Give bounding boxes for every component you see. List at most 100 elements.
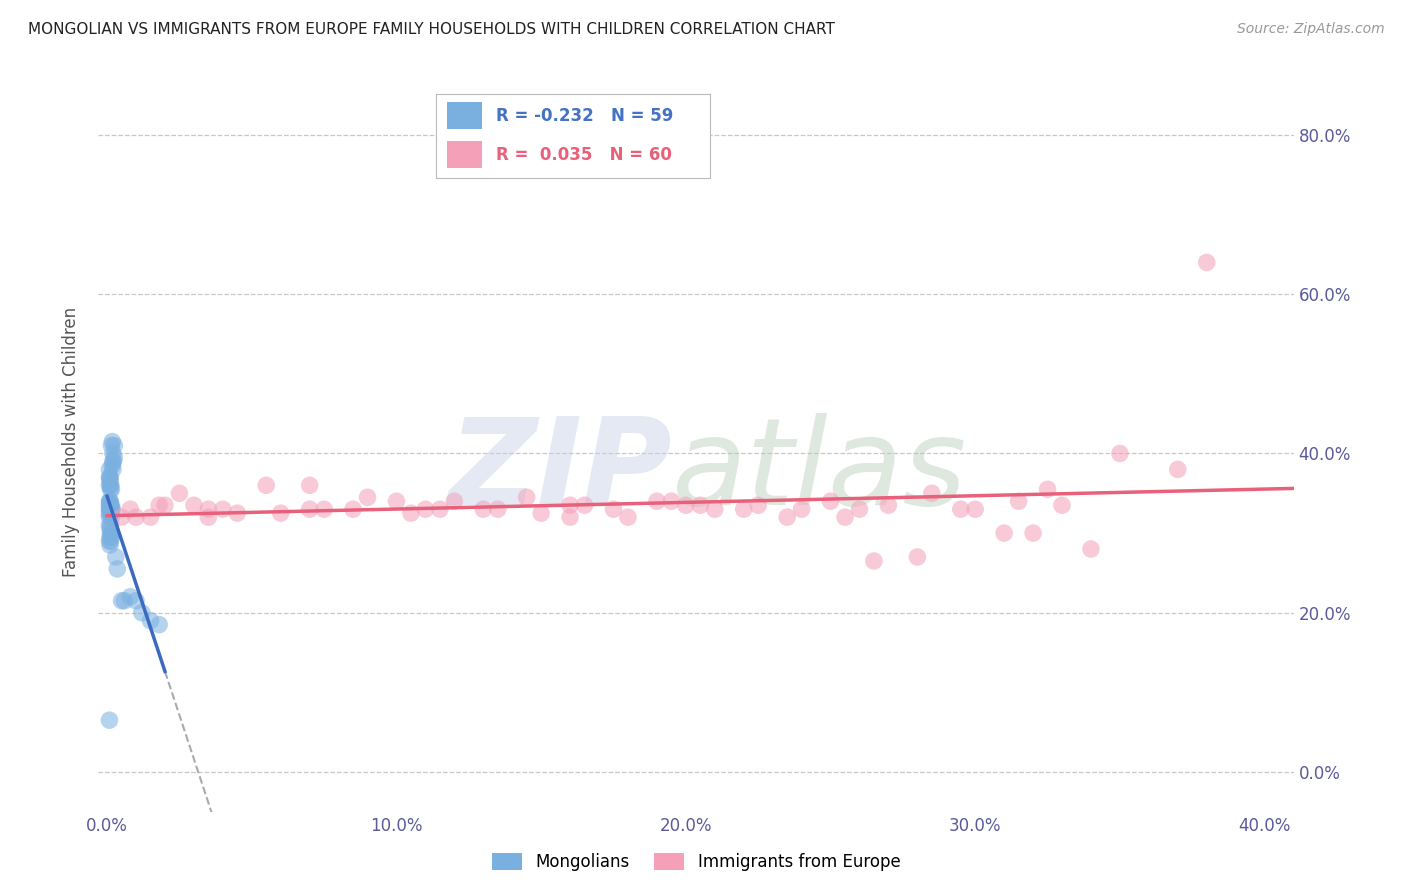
Point xyxy=(98,522,121,536)
Point xyxy=(169,486,191,500)
Point xyxy=(197,502,219,516)
Point xyxy=(110,593,132,607)
Text: R =  0.035   N = 60: R = 0.035 N = 60 xyxy=(496,145,672,163)
Legend: Mongolians, Immigrants from Europe: Mongolians, Immigrants from Europe xyxy=(485,846,907,878)
Point xyxy=(100,502,122,516)
Point xyxy=(356,490,378,504)
Point xyxy=(100,502,122,516)
Text: MONGOLIAN VS IMMIGRANTS FROM EUROPE FAMILY HOUSEHOLDS WITH CHILDREN CORRELATION : MONGOLIAN VS IMMIGRANTS FROM EUROPE FAMI… xyxy=(28,22,835,37)
Point xyxy=(689,498,711,512)
Point xyxy=(148,498,170,512)
Point xyxy=(921,486,943,500)
Point xyxy=(472,502,495,516)
Point xyxy=(100,502,122,516)
Point xyxy=(877,498,900,512)
Point xyxy=(101,446,124,460)
Point xyxy=(429,502,451,516)
Point xyxy=(100,478,122,492)
Point xyxy=(863,554,886,568)
Point xyxy=(101,462,124,476)
Point xyxy=(254,478,277,492)
Point xyxy=(98,478,121,492)
Point xyxy=(1050,498,1073,512)
Point xyxy=(104,549,127,564)
Point xyxy=(574,498,596,512)
Point xyxy=(120,590,142,604)
Point xyxy=(100,510,122,524)
Point xyxy=(98,498,121,512)
Point xyxy=(1167,462,1189,476)
Point xyxy=(98,506,121,520)
Point xyxy=(101,458,124,473)
Point xyxy=(98,518,121,533)
Point xyxy=(1022,526,1045,541)
Point xyxy=(101,454,124,468)
Point xyxy=(98,713,121,727)
Text: ZIP: ZIP xyxy=(449,413,672,530)
Point xyxy=(100,498,122,512)
Point xyxy=(776,510,799,524)
Point xyxy=(530,506,553,520)
Point xyxy=(617,510,640,524)
Point xyxy=(110,510,132,524)
Point xyxy=(139,510,162,524)
Point xyxy=(101,434,124,449)
Point xyxy=(103,438,125,452)
Point xyxy=(314,502,336,516)
Point xyxy=(105,562,128,576)
Point xyxy=(558,510,581,524)
Point xyxy=(834,510,856,524)
Point xyxy=(100,526,122,541)
Point xyxy=(98,494,121,508)
Point xyxy=(98,494,121,508)
Point xyxy=(101,502,124,516)
Point xyxy=(516,490,538,504)
Point xyxy=(1080,541,1102,556)
Y-axis label: Family Households with Children: Family Households with Children xyxy=(62,307,80,576)
Point xyxy=(125,593,148,607)
Point xyxy=(965,502,987,516)
Text: Source: ZipAtlas.com: Source: ZipAtlas.com xyxy=(1237,22,1385,37)
Point xyxy=(114,593,136,607)
Point xyxy=(98,475,121,489)
Point xyxy=(98,494,121,508)
Point xyxy=(298,478,321,492)
Point xyxy=(148,617,170,632)
Point xyxy=(747,498,769,512)
Point xyxy=(98,530,121,544)
Point xyxy=(100,502,122,516)
Point xyxy=(733,502,755,516)
Point xyxy=(98,502,121,516)
Point xyxy=(100,526,122,541)
Point xyxy=(226,506,249,520)
Point xyxy=(270,506,292,520)
Text: R = -0.232   N = 59: R = -0.232 N = 59 xyxy=(496,107,673,125)
Point xyxy=(153,498,176,512)
Point xyxy=(100,478,122,492)
Point xyxy=(905,549,928,564)
Point xyxy=(100,506,122,520)
Point xyxy=(100,502,122,516)
Point xyxy=(820,494,842,508)
Point xyxy=(558,498,581,512)
Point xyxy=(100,518,122,533)
Text: atlas: atlas xyxy=(672,413,967,530)
Point xyxy=(415,502,437,516)
Point xyxy=(661,494,683,508)
Point xyxy=(98,506,121,520)
Point xyxy=(675,498,697,512)
Point xyxy=(98,470,121,484)
Point xyxy=(993,526,1015,541)
Point xyxy=(98,498,121,512)
Point xyxy=(703,502,725,516)
Point xyxy=(103,450,125,465)
Point xyxy=(949,502,972,516)
Point xyxy=(645,494,668,508)
Point xyxy=(443,494,465,508)
Point xyxy=(120,502,142,516)
Point xyxy=(131,606,153,620)
Point xyxy=(100,438,122,452)
Point xyxy=(1036,483,1059,497)
Point xyxy=(1109,446,1132,460)
Point xyxy=(100,530,122,544)
